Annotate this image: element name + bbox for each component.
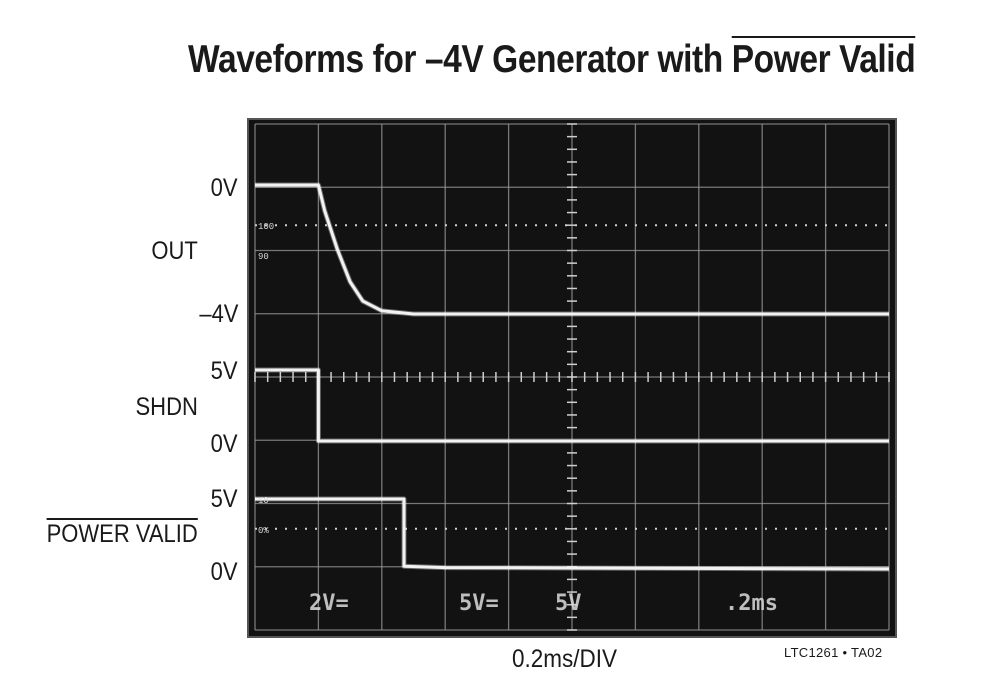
chart-title-overline: Power Valid: [731, 38, 916, 81]
readout-timebase: .2ms: [725, 591, 778, 616]
pv-bottom-label: 0V: [211, 558, 238, 586]
trace-shdn: [255, 368, 889, 443]
graticule-label: 0%: [258, 526, 269, 536]
pv-top-label: 5V: [211, 485, 238, 513]
scope-frame: [247, 118, 897, 638]
oscilloscope-screen: 100 90 10 0% 2V= 5V= 5V .2ms: [247, 118, 897, 638]
graticule-label: 90: [258, 252, 269, 262]
waveform-traces: [255, 182, 890, 572]
figure-id: LTC1261 • TA02: [784, 645, 883, 660]
x-axis-label: 0.2ms/DIV: [512, 645, 618, 673]
shdn-top-label: 5V: [211, 357, 238, 385]
readout-ch3: 5V: [555, 591, 582, 616]
out-bottom-label: –4V: [198, 300, 238, 328]
pv-series-name: POWER VALID: [46, 520, 198, 548]
graticule-label: 100: [258, 222, 274, 232]
readout-ch2: 5V=: [459, 591, 499, 616]
readout-ch1: 2V=: [309, 591, 349, 616]
trace-out: [255, 183, 889, 316]
out-series-name: OUT: [151, 237, 198, 265]
out-top-label: 0V: [211, 174, 238, 202]
scope-readouts: 2V= 5V= 5V .2ms: [309, 591, 778, 616]
graticule-label: 10: [258, 496, 269, 506]
chart-title: Waveforms for –4V Generator with Power V…: [188, 38, 916, 82]
graticule-ticks: [254, 123, 890, 631]
trace-power-valid: [255, 497, 890, 571]
chart-title-main: Waveforms for –4V Generator with: [188, 38, 732, 81]
graticule-labels: 100 90 10 0%: [258, 222, 274, 536]
shdn-bottom-label: 0V: [211, 430, 238, 458]
shdn-series-name: SHDN: [135, 393, 198, 421]
